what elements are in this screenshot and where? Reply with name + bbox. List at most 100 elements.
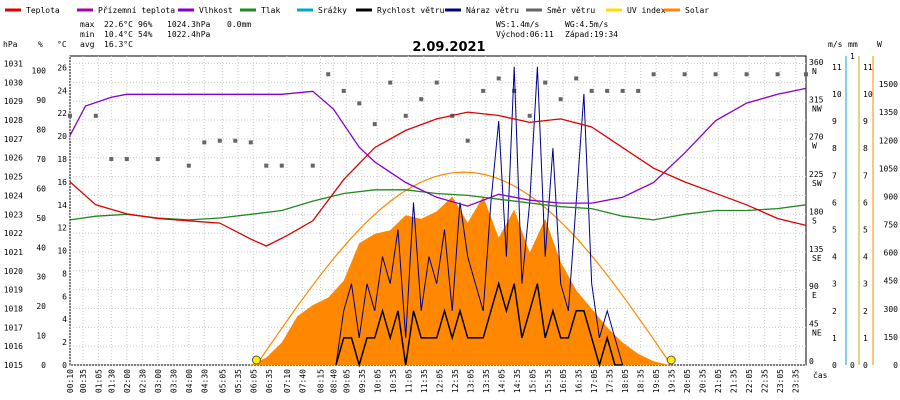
dir-tick: 90 xyxy=(809,282,819,291)
uv-tick: 1 xyxy=(863,334,868,343)
x-tick: 14:35 xyxy=(513,369,522,393)
stats-wind-gust: WG:4.5m/s xyxy=(565,20,609,29)
pct-tick: 90 xyxy=(36,96,46,105)
wind-direction-point xyxy=(465,138,470,143)
temp-tick: 6 xyxy=(62,292,67,301)
x-tick: 17:05 xyxy=(590,369,599,393)
pct-tick: 0 xyxy=(41,361,46,370)
uv-tick: 7 xyxy=(863,171,868,180)
legend-label: Solar xyxy=(685,6,709,15)
hpa-tick: 1024 xyxy=(4,191,23,200)
dir-letter: W xyxy=(812,142,817,151)
stats-value: 16.3°C xyxy=(104,40,133,49)
hpa-tick: 1023 xyxy=(4,210,23,219)
x-tick: 11:05 xyxy=(404,369,413,393)
x-tick: 17:35 xyxy=(606,369,615,393)
wind-direction-point xyxy=(403,113,408,118)
uv-tick: 4 xyxy=(863,253,868,262)
w-tick: 450 xyxy=(884,277,899,286)
temp-tick: 22 xyxy=(57,109,67,118)
x-tick: 08:40 xyxy=(329,369,338,393)
wind-direction-point xyxy=(574,76,579,81)
hpa-tick: 1027 xyxy=(4,135,23,144)
wind-direction-point xyxy=(481,88,486,93)
wind-direction-point xyxy=(636,88,641,93)
wind-direction-point xyxy=(341,88,346,93)
stats-value: 1022.4hPa xyxy=(167,30,211,39)
stats-sunrise: Východ:06:11 xyxy=(496,30,554,39)
legend-label: Rychlost větru xyxy=(377,6,445,15)
x-tick: 05:35 xyxy=(234,369,243,393)
temp-tick: 4 xyxy=(62,315,67,324)
dir-letter: NW xyxy=(812,104,822,113)
x-tick: 04:00 xyxy=(185,369,194,393)
x-tick: 07:10 xyxy=(283,369,292,393)
x-tick: 18:05 xyxy=(621,369,630,393)
ms-tick: 10 xyxy=(832,90,842,99)
x-tick: 19:35 xyxy=(668,369,677,393)
stats-value: 96% xyxy=(138,20,153,29)
hpa-tick: 1029 xyxy=(4,97,23,106)
x-tick: 09:05 xyxy=(342,369,351,393)
x-tick: 08:15 xyxy=(316,369,325,393)
w-tick: 750 xyxy=(884,221,899,230)
wind-direction-point xyxy=(804,72,808,77)
dir-tick: 45 xyxy=(809,320,819,329)
wind-direction-point xyxy=(775,72,780,77)
uv-tick: 8 xyxy=(863,144,868,153)
hpa-tick: 1019 xyxy=(4,286,23,295)
wind-direction-point xyxy=(264,163,269,168)
pct-tick: 70 xyxy=(36,155,46,164)
pct-tick: 40 xyxy=(36,243,46,252)
x-tick: 10:05 xyxy=(373,369,382,393)
x-tick: 10:35 xyxy=(389,369,398,393)
x-tick: 14:05 xyxy=(497,369,506,393)
w-tick: 1350 xyxy=(879,108,898,117)
uv-tick: 0 xyxy=(863,361,868,370)
dir-tick: 315 xyxy=(809,95,824,104)
x-tick: 03:00 xyxy=(154,369,163,393)
x-tick: 15:05 xyxy=(528,369,537,393)
axes: 1031103010291028102710261025102410231022… xyxy=(3,40,898,393)
legend-label: UV index xyxy=(627,6,666,15)
x-tick: 03:30 xyxy=(169,369,178,393)
dir-tick: 360 xyxy=(809,58,824,67)
x-tick: 11:35 xyxy=(420,369,429,393)
stats-value: avg xyxy=(80,40,95,49)
x-tick: 23:05 xyxy=(776,369,785,393)
ms-tick: 1 xyxy=(832,334,837,343)
solar-area xyxy=(250,196,670,365)
wind-direction-point xyxy=(589,88,594,93)
temp-tick: 10 xyxy=(57,247,67,256)
temp-tick: 2 xyxy=(62,338,67,347)
stats-value: 54% xyxy=(138,30,153,39)
hpa-tick: 1015 xyxy=(4,361,23,370)
wind-direction-point xyxy=(682,72,687,77)
wind-direction-point xyxy=(744,72,749,77)
stats-value: min xyxy=(80,30,95,39)
uv-tick: 3 xyxy=(863,280,868,289)
wind-direction-point xyxy=(419,97,424,102)
dir-tick: 270 xyxy=(809,133,824,142)
uv-tick: 9 xyxy=(863,117,868,126)
humidity-line xyxy=(69,87,807,207)
wind-direction-point xyxy=(186,163,191,168)
ms-tick: 2 xyxy=(832,307,837,316)
x-tick: 12:05 xyxy=(435,369,444,393)
x-tick: 15:35 xyxy=(544,369,553,393)
wind-direction-point xyxy=(68,113,72,118)
stats-value: 0.0mm xyxy=(227,20,251,29)
x-tick: 23:35 xyxy=(792,369,801,393)
pct-tick: 80 xyxy=(36,126,46,135)
legend-label: Tlak xyxy=(261,6,280,15)
x-tick: 00:35 xyxy=(79,369,88,393)
temp-tick: 18 xyxy=(57,155,67,164)
wind-direction-point xyxy=(434,80,439,85)
x-tick: 22:35 xyxy=(761,369,770,393)
temperature-line xyxy=(69,111,807,247)
wind-speed-line xyxy=(335,280,623,368)
x-axis-label: čas xyxy=(813,370,828,380)
x-tick: 09:35 xyxy=(358,369,367,393)
dir-letter: SW xyxy=(812,179,822,188)
